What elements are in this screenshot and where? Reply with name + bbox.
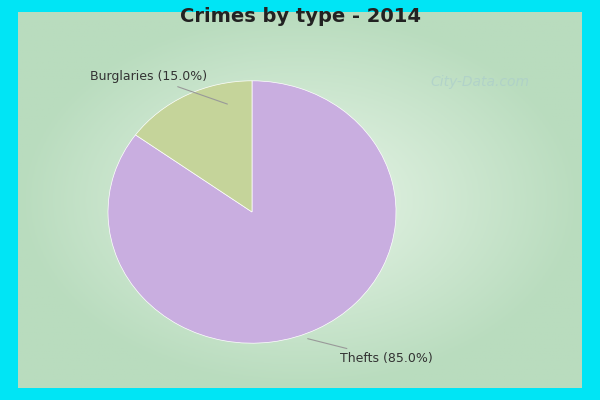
Wedge shape	[108, 81, 396, 343]
Wedge shape	[136, 81, 252, 212]
Text: City-Data.com: City-Data.com	[431, 75, 530, 89]
Text: Burglaries (15.0%): Burglaries (15.0%)	[90, 70, 227, 104]
Text: Thefts (85.0%): Thefts (85.0%)	[308, 339, 433, 365]
Text: Crimes by type - 2014: Crimes by type - 2014	[179, 8, 421, 26]
